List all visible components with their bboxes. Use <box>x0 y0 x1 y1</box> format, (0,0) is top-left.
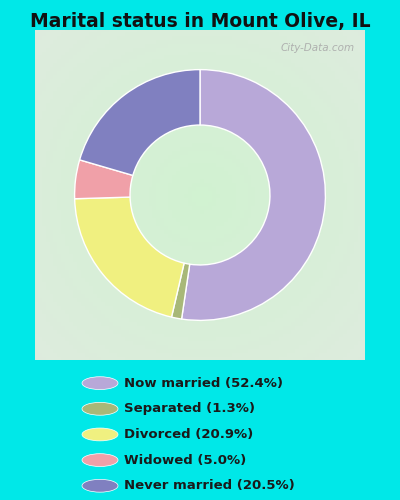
Circle shape <box>82 376 118 390</box>
Circle shape <box>82 454 118 466</box>
Wedge shape <box>182 70 325 320</box>
Wedge shape <box>172 263 190 319</box>
Text: Marital status in Mount Olive, IL: Marital status in Mount Olive, IL <box>30 12 370 32</box>
Wedge shape <box>74 160 133 198</box>
Text: City-Data.com: City-Data.com <box>281 43 355 53</box>
Text: Never married (20.5%): Never married (20.5%) <box>124 479 295 492</box>
Wedge shape <box>75 197 184 317</box>
Text: Separated (1.3%): Separated (1.3%) <box>124 402 255 415</box>
Text: Now married (52.4%): Now married (52.4%) <box>124 376 283 390</box>
Text: Divorced (20.9%): Divorced (20.9%) <box>124 428 253 441</box>
Circle shape <box>82 428 118 441</box>
Wedge shape <box>80 70 200 176</box>
Circle shape <box>82 402 118 415</box>
Circle shape <box>82 480 118 492</box>
Text: Widowed (5.0%): Widowed (5.0%) <box>124 454 246 466</box>
